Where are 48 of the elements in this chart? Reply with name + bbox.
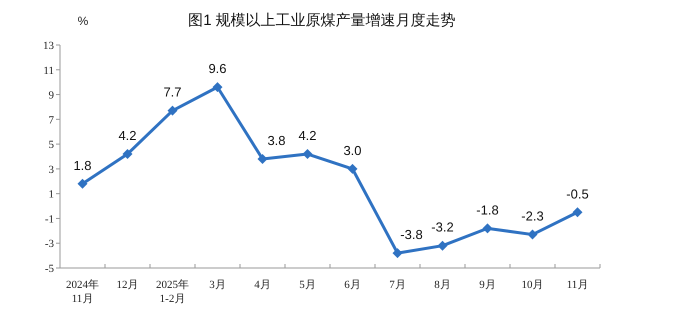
point: [392, 248, 402, 258]
x-tick-label: 5月: [299, 279, 316, 291]
data-label: -3.8: [400, 227, 423, 242]
y-tick-label: 9: [48, 90, 54, 102]
data-label: 4.2: [298, 128, 317, 144]
x-tick-label: 11月: [566, 279, 588, 291]
point: [168, 106, 178, 116]
x-tick-label: 3月: [209, 279, 226, 291]
data-label: 4.2: [118, 128, 137, 144]
y-tick-label: 13: [43, 40, 54, 52]
y-tick-label: -3: [44, 238, 54, 250]
x-tick-label: 10月: [522, 279, 544, 291]
point: [212, 82, 222, 92]
x-tick-label: 8月: [434, 279, 451, 291]
y-tick-label: -1: [44, 213, 54, 226]
point: [302, 149, 312, 160]
point: [438, 240, 448, 251]
y-tick-label: 7: [48, 114, 54, 126]
point: [78, 178, 88, 189]
point: [528, 230, 538, 240]
data-label: 1.8: [73, 158, 92, 173]
data-label: -3.2: [431, 220, 454, 235]
y-axis-title: %: [78, 14, 89, 28]
y-tick-label: 3: [48, 164, 54, 176]
y-tick-label: 1: [48, 188, 54, 201]
chart-title: 图1 规模以上工业原煤产量增速月度走势: [188, 12, 456, 29]
data-label: 3.0: [343, 142, 362, 158]
x-tick-label: 4月: [254, 279, 271, 291]
y-tick-label: 5: [48, 139, 54, 152]
x-tick-label: 12月: [116, 279, 138, 291]
x-tick-label: 2024年 11月: [66, 279, 99, 305]
y-tick-label: -5: [44, 263, 54, 275]
point: [258, 154, 268, 164]
point: [122, 149, 132, 160]
data-label: 9.6: [208, 61, 227, 76]
point: [348, 164, 358, 174]
x-tick-label: 2025年 1-2月: [156, 279, 189, 305]
x-tick-label: 9月: [479, 279, 496, 291]
x-tick-label: 6月: [344, 279, 361, 291]
y-tick-label: 11: [43, 64, 54, 77]
x-tick-label: 7月: [389, 279, 406, 291]
data-label: 7.7: [163, 84, 182, 100]
data-label: -0.5: [566, 186, 589, 202]
data-label: -1.8: [476, 202, 499, 218]
point: [572, 207, 582, 218]
point: [482, 223, 492, 234]
data-label: -2.3: [521, 208, 544, 224]
data-label: 3.8: [267, 132, 286, 148]
